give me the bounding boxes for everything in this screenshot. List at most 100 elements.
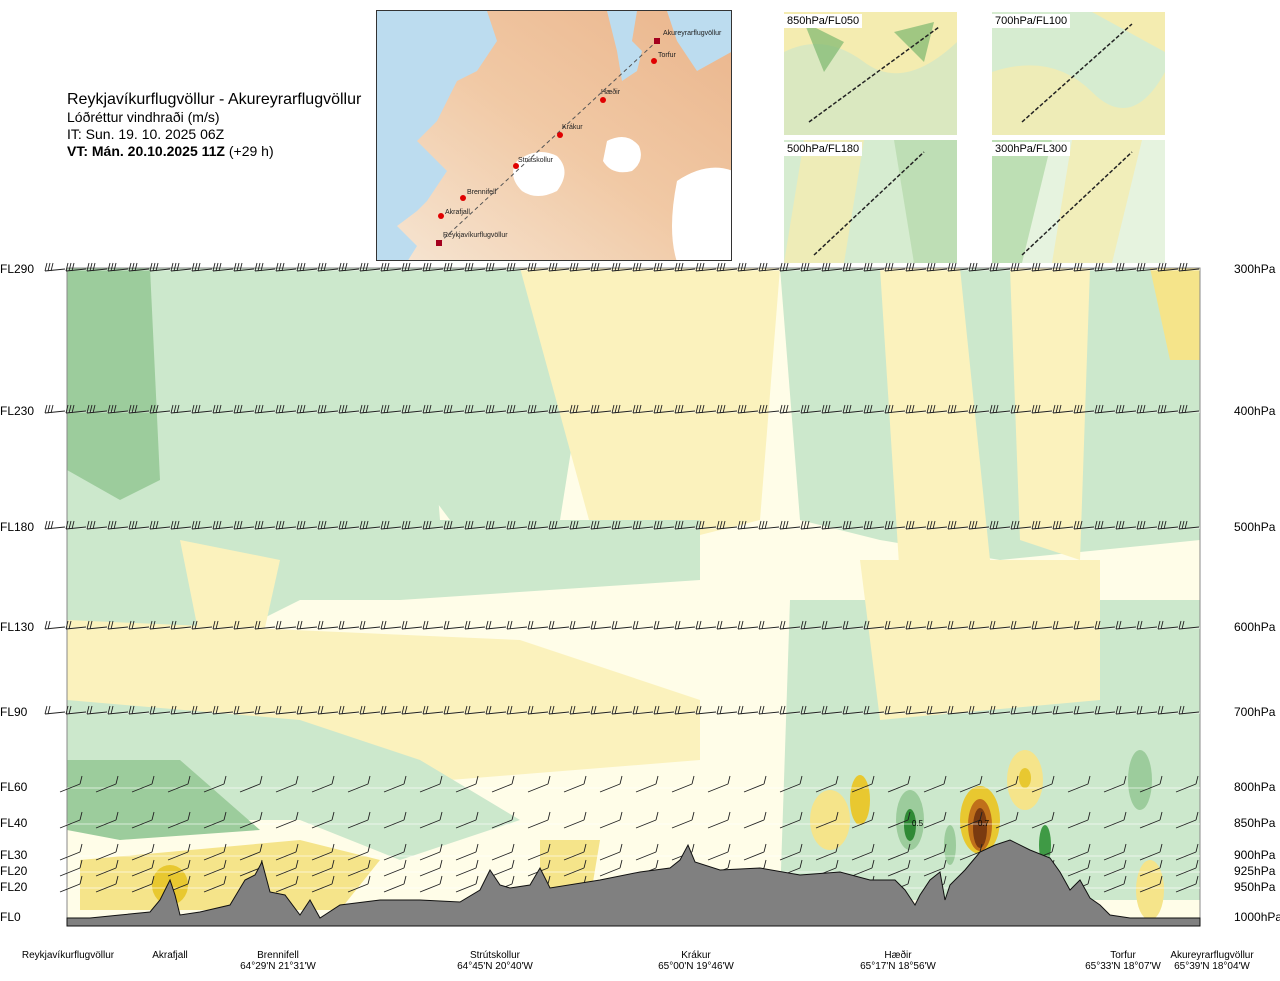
station-label: Strútskollur 64°45'N 20°40'W	[457, 950, 533, 972]
wind-barb	[95, 775, 119, 793]
wind-barb	[422, 620, 444, 630]
wind-barb	[743, 811, 767, 829]
wind-barb	[491, 859, 515, 877]
wind-barb	[1031, 262, 1053, 272]
wind-barb	[926, 262, 948, 272]
wind-barb	[128, 262, 150, 272]
wind-barb	[1175, 859, 1199, 877]
wind-barb	[707, 843, 731, 861]
mini-map-500: 500hPa/FL180	[784, 140, 957, 263]
wind-barb	[419, 875, 443, 893]
wind-barb	[1175, 811, 1199, 829]
wind-barb	[1052, 705, 1074, 715]
wind-barb	[800, 620, 822, 630]
wind-barb	[959, 775, 983, 793]
wind-barb	[887, 843, 911, 861]
wind-barb	[485, 262, 507, 272]
wind-barb	[635, 775, 659, 793]
wind-barb	[758, 404, 780, 414]
wind-barb	[455, 875, 479, 893]
wind-barb	[569, 404, 591, 414]
wind-barb	[887, 859, 911, 877]
wind-barb	[995, 775, 1019, 793]
wind-barb	[989, 404, 1011, 414]
wind-barb	[233, 404, 255, 414]
wind-barb	[239, 811, 263, 829]
wind-barb	[569, 620, 591, 630]
flight-level-label: FL20	[0, 864, 28, 878]
wind-barb	[455, 811, 479, 829]
wind-barb	[275, 620, 297, 630]
wind-barb	[1115, 404, 1137, 414]
wind-barb	[347, 875, 371, 893]
wind-barb	[107, 404, 129, 414]
wind-barb	[821, 620, 843, 630]
wind-barb	[359, 404, 381, 414]
wind-barb	[758, 620, 780, 630]
wind-barb	[44, 520, 66, 530]
flight-level-label: FL90	[0, 705, 28, 719]
wind-barb	[1136, 705, 1158, 715]
station-coord: 65°33'N 18°07'W	[1085, 961, 1161, 972]
wind-barb	[506, 705, 528, 715]
wind-barb	[167, 811, 191, 829]
wind-barb	[695, 404, 717, 414]
wind-barb	[926, 520, 948, 530]
wind-barb	[506, 620, 528, 630]
wind-barb	[611, 705, 633, 715]
wind-barb	[635, 843, 659, 861]
wind-barb	[1136, 404, 1158, 414]
wind-barb	[632, 262, 654, 272]
field-band	[860, 560, 1100, 720]
pressure-level-label: 850hPa	[1234, 816, 1276, 830]
wind-barb	[1073, 520, 1095, 530]
pressure-level-label: 600hPa	[1234, 620, 1276, 634]
wind-barb	[128, 705, 150, 715]
wind-barb	[821, 705, 843, 715]
wind-barb	[779, 843, 803, 861]
wind-barb	[989, 620, 1011, 630]
wind-barb	[131, 859, 155, 877]
wind-barb	[128, 620, 150, 630]
map-station-label: Reykjavíkurflugvöllur	[443, 232, 508, 239]
wind-barb	[254, 520, 276, 530]
wind-barb	[506, 520, 528, 530]
wind-barb	[422, 705, 444, 715]
wind-barb	[383, 811, 407, 829]
station-name: Torfur	[1110, 950, 1136, 961]
max-annotation-2: 0.7	[978, 819, 990, 828]
wind-barb	[338, 620, 360, 630]
wind-barb	[779, 520, 801, 530]
wind-barb	[632, 520, 654, 530]
wind-barb	[1073, 705, 1095, 715]
wind-barb	[887, 811, 911, 829]
wind-barb	[419, 859, 443, 877]
wind-barb	[65, 620, 87, 630]
wind-barb	[380, 705, 402, 715]
wind-barb	[59, 859, 83, 877]
wind-barb	[170, 262, 192, 272]
init-time: IT: Sun. 19. 10. 2025 06Z	[67, 126, 225, 142]
wind-barb	[296, 404, 318, 414]
wind-barb	[131, 875, 155, 893]
wind-barb	[107, 705, 129, 715]
wind-barb	[233, 620, 255, 630]
wind-barb	[1031, 404, 1053, 414]
wind-barb	[422, 520, 444, 530]
wind-barb	[95, 859, 119, 877]
wind-barb	[311, 811, 335, 829]
wind-barb	[653, 262, 675, 272]
wind-barb	[1139, 811, 1163, 829]
wind-barb	[401, 705, 423, 715]
wind-barb	[254, 404, 276, 414]
wind-barb	[851, 811, 875, 829]
wind-barb	[311, 875, 335, 893]
wind-barb	[569, 520, 591, 530]
wind-barb	[317, 705, 339, 715]
mini-map-300-svg	[992, 140, 1165, 263]
field-core	[1128, 750, 1152, 810]
map-station-marker	[557, 132, 563, 138]
wind-barb	[212, 705, 234, 715]
wind-barb	[1115, 620, 1137, 630]
